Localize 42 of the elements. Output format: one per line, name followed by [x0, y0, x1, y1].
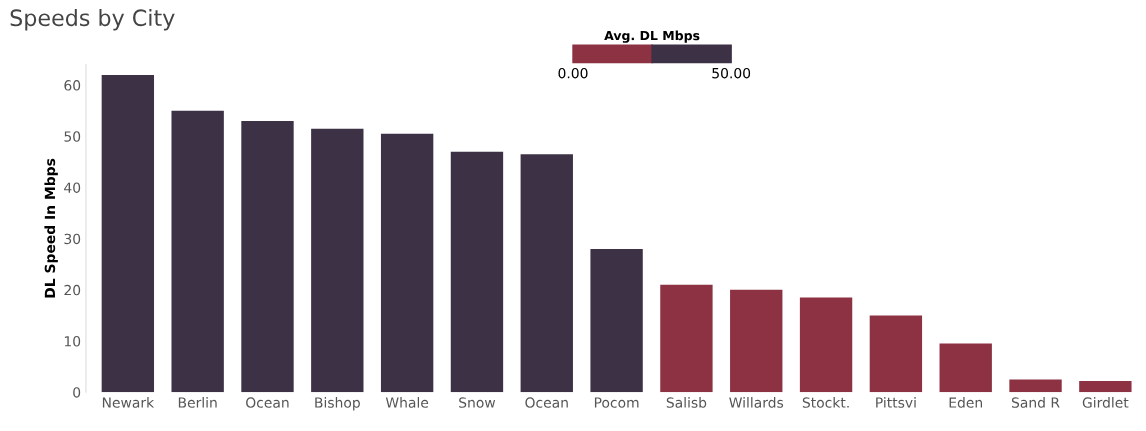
bar	[311, 128, 364, 393]
bar	[869, 315, 923, 393]
y-tick-label: 10	[64, 336, 81, 347]
annotation: 0.00	[558, 67, 588, 79]
x-tick-label: Bishop	[315, 397, 360, 411]
bar	[730, 289, 783, 393]
x-tick-label: Snow	[459, 397, 496, 408]
y-tick-label: 40	[64, 182, 81, 193]
y-axis-title: DL Speed In Mbps	[44, 158, 58, 298]
bar	[1079, 380, 1132, 393]
x-tick-label: Salisb	[666, 397, 707, 408]
x-tick-label: Newark	[102, 397, 155, 408]
bar	[590, 248, 643, 393]
y-tick-label: 30	[64, 233, 81, 245]
y-tick-label: 60	[64, 80, 81, 91]
color-bar-title: Avg. DL Mbps	[604, 30, 700, 43]
x-tick-label: Girdlet	[1082, 397, 1129, 408]
x-tick-label: Whale	[385, 397, 429, 408]
x-tick-label: Willards	[729, 397, 784, 408]
bar	[241, 120, 294, 393]
annotation: 50.00	[712, 67, 751, 79]
bar	[799, 297, 853, 393]
bar	[520, 154, 573, 393]
x-tick-label: Sand R	[1011, 397, 1060, 408]
x-tick-label: Pittsvi	[876, 397, 916, 408]
x-tick-label: Berlin	[178, 397, 217, 408]
bar	[171, 110, 224, 393]
x-tick-label: Eden	[949, 397, 982, 408]
chart-title: Speeds by City	[10, 8, 175, 31]
bar	[939, 343, 992, 393]
bar	[660, 284, 713, 393]
x-tick-label: Ocean	[525, 397, 568, 408]
y-tick-label: 20	[64, 284, 81, 296]
y-tick-label: 0	[73, 387, 81, 398]
bar	[101, 74, 155, 393]
bar	[380, 133, 434, 393]
x-tick-label: Stockt.	[802, 397, 849, 408]
bar	[1009, 379, 1062, 393]
bar	[450, 151, 504, 393]
x-tick-label: Pocom	[594, 397, 639, 408]
y-tick-label: 50	[64, 131, 81, 142]
x-tick-label: Ocean	[246, 397, 289, 408]
